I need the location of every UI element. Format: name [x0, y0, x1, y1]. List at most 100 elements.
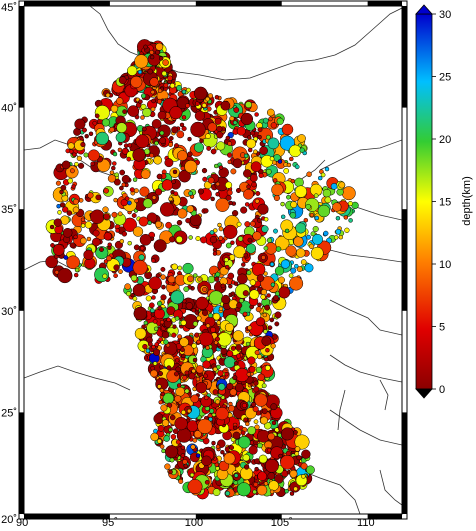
- earthquake-point: [230, 345, 236, 351]
- earthquake-point: [294, 164, 300, 170]
- earthquake-point: [161, 70, 167, 77]
- earthquake-point: [168, 135, 174, 141]
- earthquake-point: [121, 174, 131, 184]
- earthquake-point: [249, 279, 256, 286]
- earthquake-point: [184, 160, 198, 174]
- earthquake-point: [205, 133, 211, 140]
- map-area: [24, 6, 402, 514]
- earthquake-point: [218, 383, 226, 391]
- earthquake-point: [109, 126, 115, 133]
- earthquake-point: [87, 192, 94, 199]
- lat-tick-label: 45˚: [1, 2, 17, 14]
- earthquake-point: [173, 371, 179, 377]
- earthquake-point: [176, 428, 192, 443]
- earthquake-point: [201, 455, 212, 467]
- earthquake-point: [289, 156, 294, 162]
- earthquake-point: [261, 336, 272, 347]
- earthquake-point: [278, 286, 291, 299]
- earthquake-point: [121, 147, 129, 155]
- earthquake-point: [178, 169, 191, 183]
- earthquake-point: [272, 334, 278, 340]
- earthquake-point: [140, 93, 147, 99]
- earthquake-point: [153, 326, 159, 332]
- earthquake-point: [154, 140, 159, 146]
- earthquake-point: [301, 449, 311, 459]
- earthquake-point: [156, 173, 163, 180]
- earthquake-point: [157, 438, 162, 444]
- earthquake-point: [223, 257, 229, 263]
- earthquake-point: [119, 239, 125, 244]
- earthquake-point: [170, 434, 177, 440]
- lat-tick-label: 40˚: [1, 103, 17, 115]
- earthquake-point: [90, 209, 105, 224]
- earthquake-point: [171, 263, 178, 271]
- earthquake-point: [323, 230, 329, 237]
- lat-tick-label: 25˚: [1, 407, 17, 419]
- earthquake-point: [155, 220, 162, 228]
- earthquake-point: [257, 134, 262, 140]
- earthquake-point: [168, 427, 173, 433]
- earthquake-point: [241, 262, 246, 267]
- earthquake-point: [154, 342, 160, 347]
- earthquake-point: [243, 464, 250, 470]
- earthquake-point: [254, 466, 259, 472]
- earthquake-point: [243, 169, 252, 178]
- earthquake-point: [305, 203, 312, 210]
- earthquake-point: [184, 388, 190, 394]
- earthquake-point: [63, 255, 69, 260]
- earthquake-point: [174, 143, 179, 149]
- earthquake-point: [164, 445, 179, 459]
- earthquake-point: [127, 105, 140, 117]
- earthquake-point: [187, 151, 193, 157]
- earthquake-point: [294, 263, 299, 269]
- earthquake-point: [182, 375, 188, 381]
- earthquake-point: [238, 435, 251, 449]
- earthquake-point: [263, 245, 269, 251]
- earthquake-point: [227, 141, 232, 146]
- earthquake-point: [204, 395, 209, 401]
- earthquake-point: [242, 311, 248, 317]
- earthquake-point: [232, 330, 244, 342]
- colorbar-gradient: [415, 13, 433, 390]
- earthquake-point: [225, 242, 232, 249]
- earthquake-point: [143, 44, 148, 50]
- earthquake-point: [124, 196, 130, 201]
- earthquake-point: [158, 56, 164, 61]
- earthquake-point: [255, 317, 266, 327]
- earthquake-point: [317, 175, 323, 181]
- lon-tick-label: 90˚: [16, 517, 32, 529]
- colorbar-bottom-triangle: [415, 388, 433, 399]
- earthquake-point: [226, 350, 234, 357]
- earthquake-point: [242, 454, 250, 462]
- earthquake-point: [261, 383, 267, 389]
- earthquake-point: [263, 481, 269, 486]
- earthquake-point: [273, 228, 278, 234]
- earthquake-point: [179, 122, 185, 128]
- earthquake-point: [152, 319, 158, 324]
- earthquake-point: [116, 97, 124, 105]
- earthquake-point: [207, 93, 214, 99]
- earthquake-point: [164, 463, 171, 470]
- earthquake-point: [251, 262, 266, 277]
- earthquake-point: [92, 229, 100, 237]
- earthquake-point: [160, 266, 166, 272]
- earthquake-point: [257, 471, 267, 482]
- earthquake-point: [249, 289, 260, 300]
- earthquake-point: [80, 141, 86, 148]
- earthquake-point: [297, 134, 306, 143]
- earthquake-point: [265, 168, 272, 175]
- earthquake-point: [113, 264, 120, 271]
- earthquake-point: [214, 462, 220, 468]
- earthquake-point: [235, 344, 242, 351]
- earthquake-point: [267, 137, 280, 150]
- earthquake-point: [277, 159, 283, 164]
- earthquake-point: [152, 361, 158, 366]
- earthquake-point: [162, 59, 169, 66]
- earthquake-point: [161, 179, 174, 191]
- earthquake-point: [127, 240, 132, 246]
- earthquake-point: [214, 117, 222, 125]
- earthquake-point: [284, 488, 289, 494]
- earthquake-point: [338, 234, 344, 240]
- earthquake-point: [333, 235, 339, 240]
- earthquake-point: [132, 259, 148, 276]
